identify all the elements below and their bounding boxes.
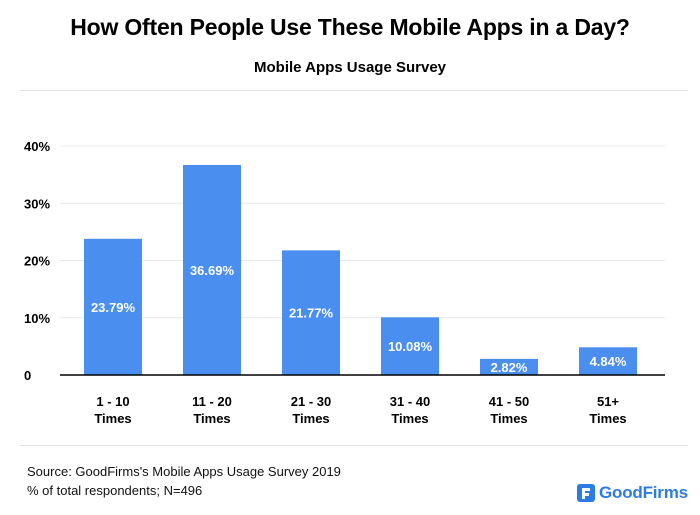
y-tick-label: 10% — [24, 311, 50, 326]
x-tick-label: 41 - 50 — [489, 394, 529, 409]
chart-title: How Often People Use These Mobile Apps i… — [70, 14, 630, 40]
respondents-line: % of total respondents; N=496 — [27, 483, 203, 498]
x-tick-label: Times — [94, 411, 131, 426]
bar — [381, 317, 439, 375]
bar-value-label: 4.84% — [590, 354, 627, 369]
x-tick-label: 1 - 10 — [96, 394, 129, 409]
x-tick-label: 11 - 20 — [192, 394, 232, 409]
x-tick-label: 31 - 40 — [390, 394, 430, 409]
y-tick-label: 30% — [24, 196, 50, 211]
x-tick-label: Times — [292, 411, 329, 426]
bar-value-label: 10.08% — [388, 339, 433, 354]
bar — [183, 164, 241, 375]
bottom-divider — [20, 445, 688, 446]
y-tick-label: 0 — [24, 368, 31, 383]
bar-value-label: 2.82% — [491, 360, 528, 375]
source-note: Source: GoodFirms's Mobile Apps Usage Su… — [27, 462, 341, 500]
x-tick-label: Times — [391, 411, 428, 426]
bar — [480, 358, 538, 375]
goodfirms-wordmark: GoodFirms — [599, 483, 688, 502]
source-line: Source: GoodFirms's Mobile Apps Usage Su… — [27, 464, 341, 479]
bar-value-label: 21.77% — [289, 306, 334, 321]
chart-subtitle: Mobile Apps Usage Survey — [254, 59, 446, 76]
bar — [579, 347, 637, 375]
goodfirms-logo: GoodFirms — [576, 483, 688, 503]
goodfirms-icon — [577, 484, 595, 502]
bar — [282, 250, 340, 375]
x-tick-label: 51+ — [597, 394, 619, 409]
bar-value-label: 23.79% — [91, 300, 136, 315]
x-tick-label: Times — [589, 411, 626, 426]
x-tick-label: Times — [490, 411, 527, 426]
top-divider — [20, 90, 688, 91]
x-tick-label: 21 - 30 — [291, 394, 331, 409]
bar-chart: 0 10% 20% 30% 40% 23.79% 1 - 10 Times 36.69% 11 -… — [24, 139, 665, 426]
x-tick-label: Times — [193, 411, 230, 426]
y-tick-label: 20% — [24, 254, 50, 269]
bar-value-label: 36.69% — [190, 263, 235, 278]
bar — [84, 238, 142, 375]
y-tick-label: 40% — [24, 139, 50, 154]
